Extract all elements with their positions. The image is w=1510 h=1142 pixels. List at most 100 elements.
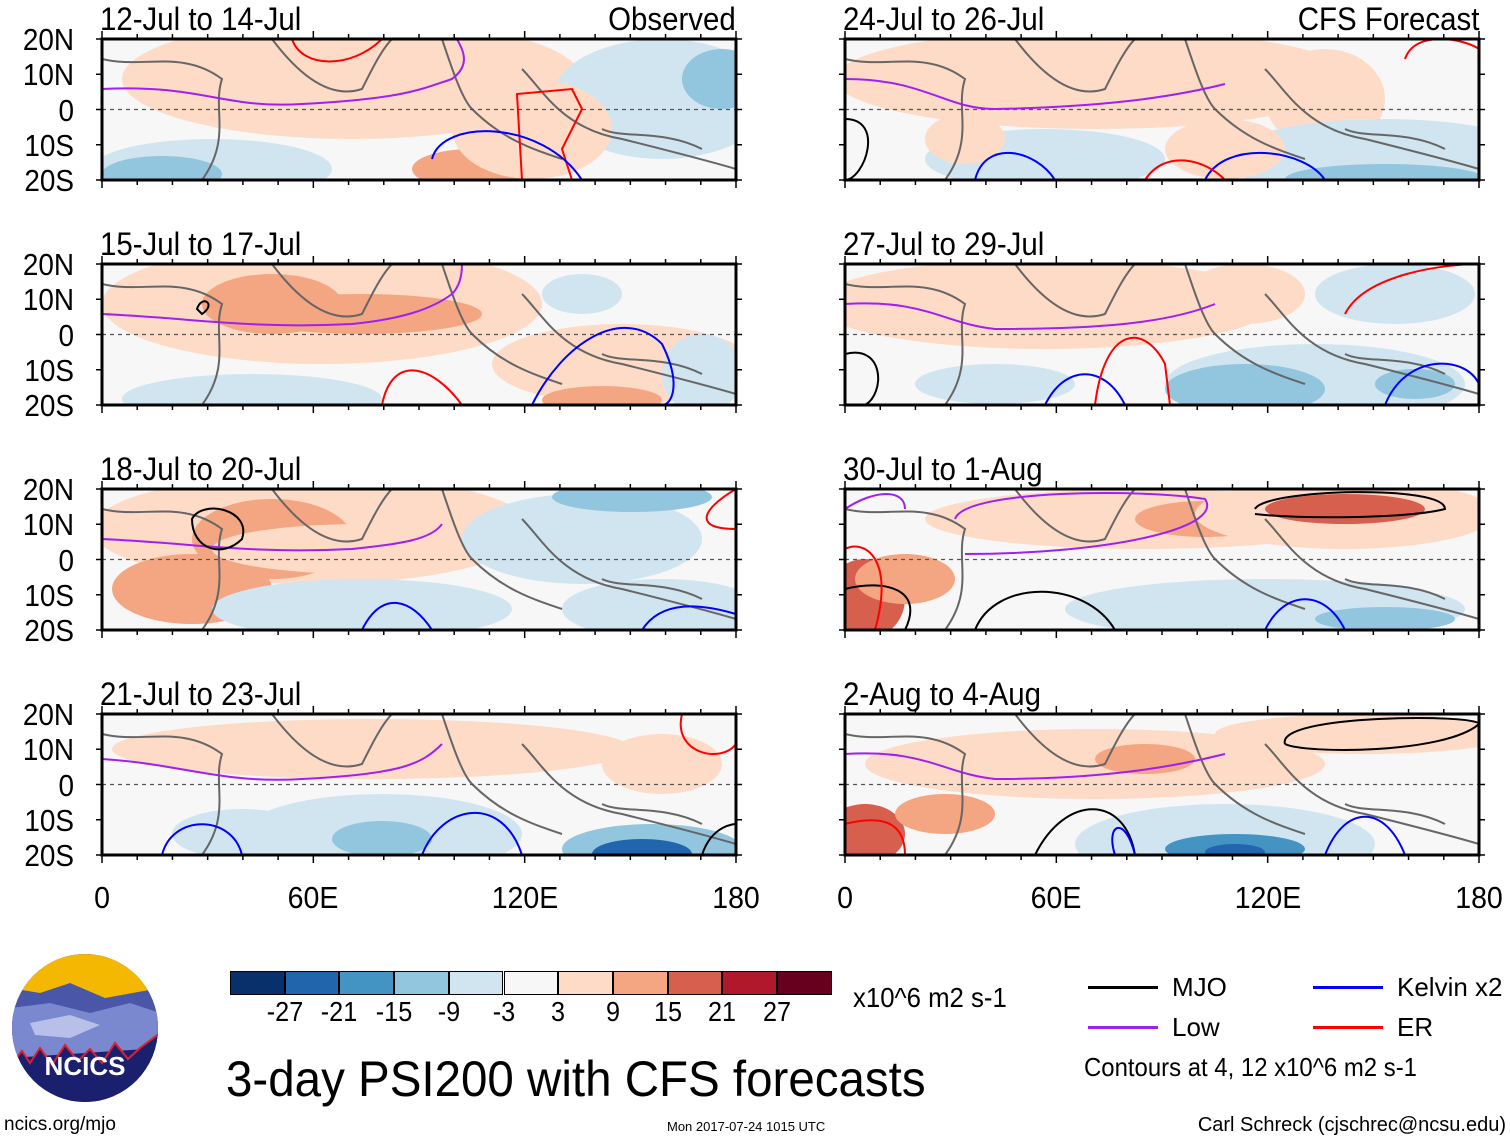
footer-url: ncics.org/mjo — [4, 1114, 116, 1135]
legend-swatch — [1088, 1026, 1158, 1029]
contour-line — [641, 605, 736, 630]
contour-line — [1404, 39, 1479, 60]
anomaly-shading — [662, 334, 736, 405]
anomaly-shading — [915, 364, 1075, 404]
contour-line — [845, 302, 1216, 331]
anomaly-shading — [542, 274, 622, 314]
contour-line — [1254, 491, 1447, 519]
y-tick-label: 10S — [24, 577, 74, 613]
y-tick-label: 20S — [24, 388, 74, 423]
contour-line — [845, 78, 1226, 111]
anomaly-shading — [112, 719, 632, 779]
footer-author: Carl Schreck (cjschrec@ncsu.edu) — [1197, 1114, 1506, 1136]
contour-line — [1034, 808, 1136, 855]
y-tick-label: 10S — [24, 802, 74, 838]
colorbar-label: 21 — [708, 996, 737, 1027]
panel-title: 12-Jul to 14-Jul — [100, 1, 302, 37]
y-tick-label: 10N — [22, 282, 74, 318]
contour-line — [845, 545, 883, 630]
contour-line — [1204, 151, 1326, 180]
panel-title: 30-Jul to 1-Aug — [843, 451, 1043, 487]
colorbar-swatch — [503, 971, 559, 995]
y-tick-label: 10S — [24, 352, 74, 388]
anomaly-shading — [562, 579, 736, 630]
colorbar-label: 15 — [653, 996, 682, 1027]
contour-line — [1324, 815, 1406, 855]
panel-title: 18-Jul to 20-Jul — [100, 451, 302, 487]
anomaly-shading — [865, 729, 1325, 799]
contour-line — [974, 152, 1056, 180]
colorbar-swatch — [777, 971, 832, 995]
contour-note: Contours at 4, 12 x10^6 m2 s-1 — [1084, 1052, 1417, 1082]
map-panel — [96, 31, 742, 188]
y-tick-label: 20N — [22, 697, 74, 732]
panel-title: 2-Aug to 4-Aug — [843, 676, 1042, 712]
y-tick-label: 20S — [24, 163, 74, 198]
contour-line — [1144, 159, 1226, 180]
contour-line — [845, 584, 912, 630]
units-label: x10^6 m2 s-1 — [853, 982, 1007, 1013]
contour-line — [679, 714, 736, 755]
panel-title: 24-Jul to 26-Jul — [843, 1, 1045, 37]
anomaly-shading — [845, 804, 905, 855]
contour-line — [102, 264, 463, 327]
y-tick-label: 10N — [22, 732, 74, 768]
panel-title: 21-Jul to 23-Jul — [100, 676, 302, 712]
contour-line — [1384, 362, 1479, 405]
colorbar-label: -27 — [266, 996, 303, 1027]
anomaly-shading — [102, 156, 222, 180]
contour-line — [515, 87, 584, 180]
colorbar-swatch — [394, 971, 449, 995]
anomaly-shading — [212, 524, 512, 574]
map-panel — [839, 706, 1485, 863]
contour-line — [1094, 336, 1171, 405]
colorbar-swatch — [558, 971, 613, 995]
contour-line — [974, 590, 1116, 630]
map-panel — [839, 31, 1485, 188]
contour-line — [705, 489, 736, 530]
anomaly-shading — [1265, 494, 1425, 524]
x-tick-label: 0 — [94, 880, 110, 915]
contour-line — [954, 492, 1209, 555]
contour-line — [1044, 373, 1126, 405]
anomaly-shading — [122, 374, 382, 405]
x-tick-label: 0 — [837, 880, 853, 915]
anomaly-shading — [1315, 264, 1475, 324]
contour-line — [102, 743, 443, 781]
colorbar-label: -15 — [375, 996, 413, 1027]
y-tick-label: 0 — [58, 542, 74, 578]
contour-line — [361, 601, 433, 630]
contour-line — [102, 39, 465, 106]
anomaly-shading — [602, 734, 722, 794]
colorbar-label: -3 — [492, 996, 515, 1027]
anomaly-shading — [1095, 744, 1195, 774]
x-tick-label: 180 — [712, 880, 760, 915]
y-tick-label: 20S — [24, 613, 74, 648]
contour-line — [421, 812, 523, 855]
contour-line — [845, 752, 1226, 781]
x-tick-label: 180 — [1455, 880, 1503, 915]
contour-line — [845, 118, 870, 180]
contour-line — [531, 326, 675, 405]
anomaly-shading — [1165, 119, 1285, 179]
colorbar-swatch — [284, 971, 340, 995]
map-panel — [839, 481, 1485, 638]
legend-label: ER — [1397, 1012, 1434, 1042]
legend-swatch — [1313, 986, 1383, 989]
contour-line — [431, 130, 583, 180]
colorbar-label: 27 — [762, 996, 792, 1027]
footer-timestamp: Mon 2017-07-24 1015 UTC — [667, 1119, 826, 1134]
anomaly-shading — [172, 809, 312, 855]
y-tick-label: 10S — [24, 127, 74, 163]
colorbar-swatch — [612, 971, 668, 995]
legend-swatch — [1313, 1026, 1383, 1029]
anomaly-shading — [855, 554, 955, 604]
contour-line — [161, 823, 243, 855]
y-tick-label: 20S — [24, 838, 74, 873]
colorbar-label: 9 — [605, 996, 620, 1027]
contour-line — [845, 493, 906, 510]
y-tick-label: 20N — [22, 247, 74, 282]
panel-title: 15-Jul to 17-Jul — [100, 226, 302, 262]
panel-source-label: CFS Forecast — [1297, 1, 1479, 37]
contour-line — [1111, 827, 1136, 855]
